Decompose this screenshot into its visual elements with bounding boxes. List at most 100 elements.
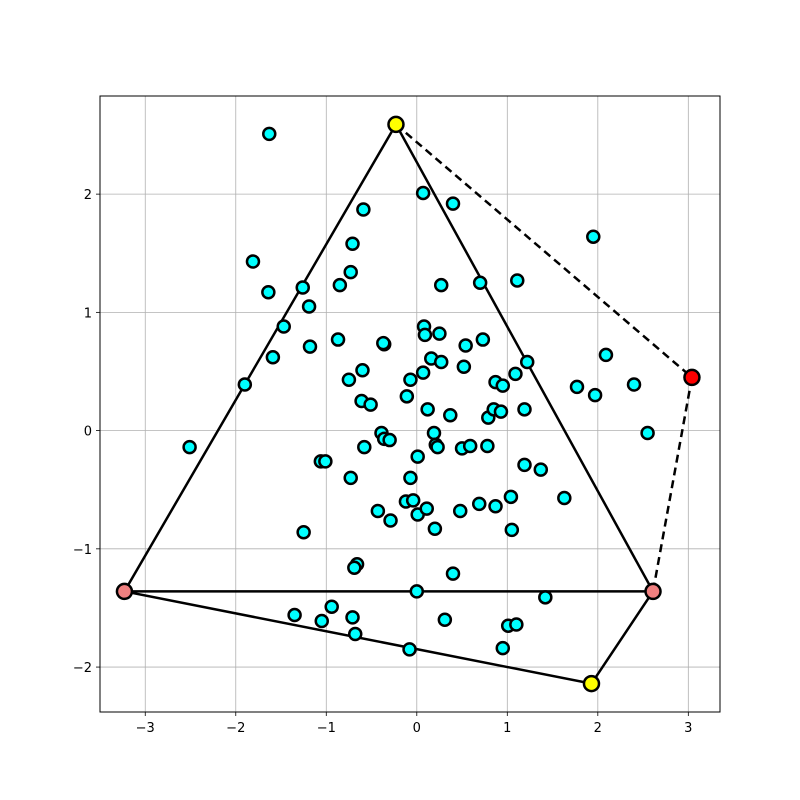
data-point [569,379,585,395]
data-point [330,332,346,347]
data-point [314,613,330,629]
data-point [318,454,333,469]
y-tick-label: −2 [73,661,92,676]
data-point [417,327,433,343]
data-point [302,339,318,354]
data-point [301,299,317,314]
data-point [445,566,461,581]
data-point [355,363,370,378]
data-point [265,350,281,365]
data-point [510,273,525,288]
y-tick-label: 0 [84,425,92,440]
data-point [488,499,503,514]
data-point [432,326,447,341]
data-point [471,496,487,512]
apex-point [582,674,601,693]
data-point [462,438,478,454]
data-point [640,425,655,441]
data-point [493,404,509,419]
data-point [509,617,524,632]
data-point [586,229,601,244]
highlight-points [115,115,701,693]
data-point [508,366,523,382]
x-tick-label: −1 [317,721,336,736]
y-tick-label: −1 [73,543,92,558]
data-point [538,590,553,605]
base-point [644,582,662,601]
x-tick-label: 0 [413,721,421,736]
x-tick-label: −2 [226,721,245,736]
data-point [237,377,253,392]
y-tick-label: 1 [84,306,92,321]
data-point [261,285,276,300]
data-point [445,196,461,211]
data-point [480,438,495,454]
data-point [324,599,339,615]
data-point [420,402,435,417]
data-point [182,439,197,455]
data-point [519,354,535,370]
data-point [295,280,310,295]
data-point [376,335,391,351]
data-point [345,236,360,252]
data-point [399,389,415,404]
data-point [415,365,431,380]
data-point [347,626,363,642]
data-point [517,402,532,417]
data-point [598,347,614,363]
data-point [495,378,511,393]
data-point [347,560,362,576]
data-point [472,275,488,291]
data-point [410,449,425,464]
data-point [437,612,453,628]
data-point [626,377,642,392]
data-point [357,439,372,455]
data-point [356,202,371,217]
data-point [503,489,519,505]
data-point [276,319,291,334]
data-point [403,470,418,486]
data-point [245,254,261,269]
data-point [287,607,302,623]
x-tick-label: 1 [503,721,511,736]
y-tick-label: 2 [84,188,92,203]
data-point [405,493,421,508]
axis-ticks: −3 −2 −1 0 1 2 3 −2 −1 0 1 2 [73,188,693,736]
data-point [458,338,473,353]
data-point [332,277,348,293]
data-point [341,372,357,388]
data-point [427,521,443,536]
data-point [370,503,386,519]
outlier-point [683,368,701,387]
data-point [343,264,358,280]
data-point [345,610,360,625]
data-point [383,513,398,528]
data-point [419,501,434,516]
data-point [343,470,358,486]
data-point [415,185,431,201]
data-point [402,642,417,657]
data-point [426,425,442,441]
data-point [475,332,491,347]
scatter-points [182,126,655,657]
data-point [403,372,418,388]
data-point [452,503,468,519]
data-point [430,439,445,455]
data-point [262,126,277,142]
data-point [495,640,511,656]
data-point [433,354,449,370]
data-point [443,407,458,423]
x-tick-label: −3 [136,721,155,736]
data-point [587,387,603,403]
data-point [363,397,378,412]
data-point [533,462,549,477]
base-point [115,582,134,601]
x-tick-label: 3 [684,721,692,736]
data-point [433,277,449,293]
x-tick-label: 2 [594,721,602,736]
plot-frame [99,95,721,713]
data-point [409,584,425,599]
data-point [382,432,397,448]
data-point [504,522,520,538]
